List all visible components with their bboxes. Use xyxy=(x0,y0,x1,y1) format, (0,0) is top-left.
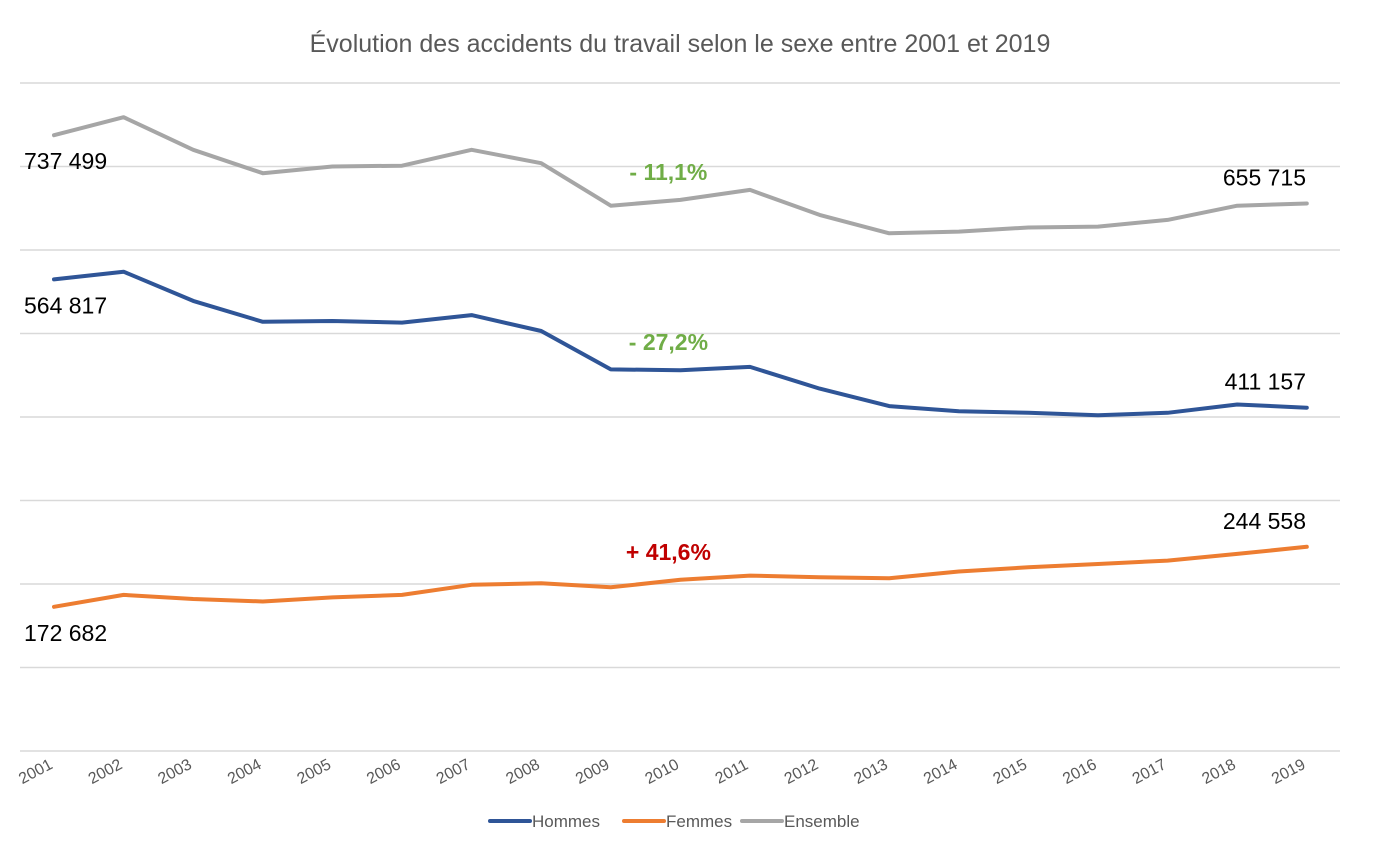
data-label-hommes: 564 817 xyxy=(24,292,107,318)
x-tick-label: 2017 xyxy=(1130,756,1169,788)
series-line-femmes xyxy=(52,544,1309,609)
data-label-femmes: 244 558 xyxy=(1223,508,1306,534)
x-tick-label: 2002 xyxy=(86,756,125,788)
change-annotation-ensemble: - 11,1% xyxy=(629,159,707,185)
x-tick-label: 2006 xyxy=(364,756,403,788)
legend-label-femmes: Femmes xyxy=(666,812,732,831)
chart-title: Évolution des accidents du travail selon… xyxy=(310,29,1051,58)
legend: Hommes Femmes Ensemble xyxy=(488,812,860,831)
x-tick-label: 2019 xyxy=(1269,756,1308,788)
x-tick-label: 2007 xyxy=(434,756,473,788)
x-tick-label: 2018 xyxy=(1199,756,1238,788)
x-tick-label: 2016 xyxy=(1060,756,1099,788)
data-label-ensemble: 737 499 xyxy=(24,148,107,174)
x-tick-label: 2011 xyxy=(713,756,751,787)
change-annotation-hommes: - 27,2% xyxy=(629,329,708,355)
x-tick-label: 2013 xyxy=(851,756,890,788)
x-axis-ticks: 2001 2002 2003 2004 2005 2006 2007 2008 2009 2010… xyxy=(16,756,1308,788)
series-line-ensemble xyxy=(52,115,1309,236)
data-labels: 737 499 655 715 564 817 411 157 172 682 244 5… xyxy=(24,148,1306,646)
gridlines xyxy=(20,82,1340,752)
x-tick-label: 2001 xyxy=(16,756,55,788)
x-tick-label: 2010 xyxy=(643,756,682,788)
legend-label-ensemble: Ensemble xyxy=(784,812,860,831)
x-tick-label: 2009 xyxy=(573,756,612,788)
data-label-femmes: 172 682 xyxy=(24,620,107,646)
change-annotation-femmes: + 41,6% xyxy=(626,539,711,565)
x-tick-label: 2014 xyxy=(921,756,960,788)
x-tick-label: 2015 xyxy=(991,756,1030,788)
x-tick-label: 2008 xyxy=(503,756,542,788)
series-line-hommes xyxy=(52,269,1309,418)
x-tick-label: 2012 xyxy=(782,756,821,788)
annotations: - 11,1% - 27,2% + 41,6% xyxy=(626,159,711,565)
data-label-ensemble: 655 715 xyxy=(1223,164,1306,190)
x-tick-label: 2004 xyxy=(225,756,264,788)
x-tick-label: 2005 xyxy=(295,756,334,788)
series-lines xyxy=(52,115,1309,609)
data-label-hommes: 411 157 xyxy=(1225,369,1306,395)
x-tick-label: 2003 xyxy=(155,756,194,788)
legend-label-hommes: Hommes xyxy=(532,812,600,831)
